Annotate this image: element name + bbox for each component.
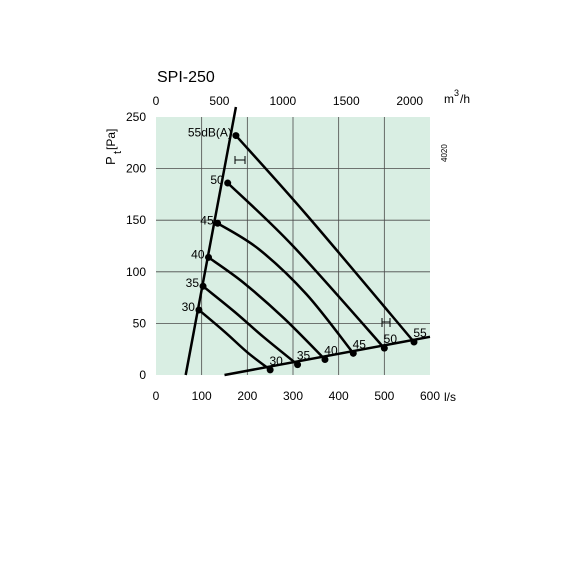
y-axis-label-sub: t	[112, 151, 124, 154]
curve-end-label-1: 35	[297, 349, 311, 363]
curve-end-label-4: 50	[384, 332, 398, 346]
x-tick-label-600: 600	[420, 389, 440, 403]
x2-tick-label-500: 500	[209, 94, 229, 108]
x2-tick-label-0: 0	[153, 94, 160, 108]
curve-end-label-2: 40	[324, 344, 338, 358]
plot-area: 30 30 35 35 40 40 45 45 50 50 55dB(A) 55	[156, 106, 431, 377]
y-tick-label-50: 50	[133, 316, 147, 330]
x-tick-label-400: 400	[329, 389, 349, 403]
curve-label-1: 35	[186, 276, 200, 290]
curve-end-point-2	[321, 356, 329, 364]
boundary-left-line	[184, 106, 238, 376]
x2-axis-label-base: m	[444, 92, 454, 106]
noise-curve-3	[217, 222, 355, 355]
x2-tick-label-1500: 1500	[333, 94, 360, 108]
noise-curve-1	[202, 285, 299, 366]
curve-start-point-4	[224, 179, 232, 187]
y-tick-label-200: 200	[126, 162, 146, 176]
curve-end-point-1	[294, 361, 302, 369]
x2-tick-label-1000: 1000	[270, 94, 297, 108]
x2-tick-label-2000: 2000	[396, 94, 423, 108]
y-axis-label-unit: [Pa]	[104, 129, 118, 150]
curve-label-3: 45	[200, 213, 214, 227]
noise-curve-0	[198, 309, 271, 371]
x-tick-label-300: 300	[283, 389, 303, 403]
curve-label-0: 30	[182, 300, 196, 314]
y-tick-label-150: 150	[126, 213, 146, 227]
curve-label-5: 55dB(A)	[188, 126, 232, 140]
curve-end-label-5: 55	[413, 326, 427, 340]
boundary-bottom-line	[224, 335, 431, 377]
curve-start-point-3	[214, 219, 222, 227]
x2-axis-label-tail: /h	[460, 92, 470, 106]
curve-end-point-3	[349, 349, 357, 357]
x-tick-label-500: 500	[374, 389, 394, 403]
curve-end-label-3: 45	[353, 337, 367, 351]
curve-end-point-4	[380, 344, 388, 352]
x-tick-label-0: 0	[153, 389, 160, 403]
noise-curve-5	[234, 134, 415, 343]
y-tick-label-250: 250	[126, 110, 146, 124]
bracket-marker-top	[234, 156, 246, 164]
x-tick-label-100: 100	[192, 389, 212, 403]
x2-axis-label-exp: 3	[454, 88, 459, 98]
curve-start-point-0	[195, 306, 203, 314]
curve-end-point-0	[266, 366, 274, 374]
x-tick-label-200: 200	[237, 389, 257, 403]
curve-start-point-1	[199, 282, 207, 290]
chart-title: SPI-250	[157, 69, 215, 86]
y-tick-label-100: 100	[126, 265, 146, 279]
noise-curve-2	[207, 256, 326, 361]
curve-start-point-5	[232, 132, 240, 140]
curve-label-2: 40	[191, 247, 205, 261]
noise-curve-4	[226, 182, 386, 350]
bracket-marker-bottom	[381, 318, 391, 327]
curve-start-point-2	[205, 253, 213, 261]
axes: P t [Pa] l/s m 3 /h 4020 0 100 200 300 400 50…	[103, 88, 470, 404]
y-tick-label-0: 0	[139, 368, 146, 382]
code-label: 4020	[440, 144, 449, 162]
curve-label-4: 50	[210, 173, 224, 187]
curve-end-label-0: 30	[269, 354, 283, 368]
y-axis-label-main: P	[103, 156, 118, 165]
curve-end-point-5	[410, 338, 418, 346]
x-axis-label: l/s	[444, 390, 456, 404]
